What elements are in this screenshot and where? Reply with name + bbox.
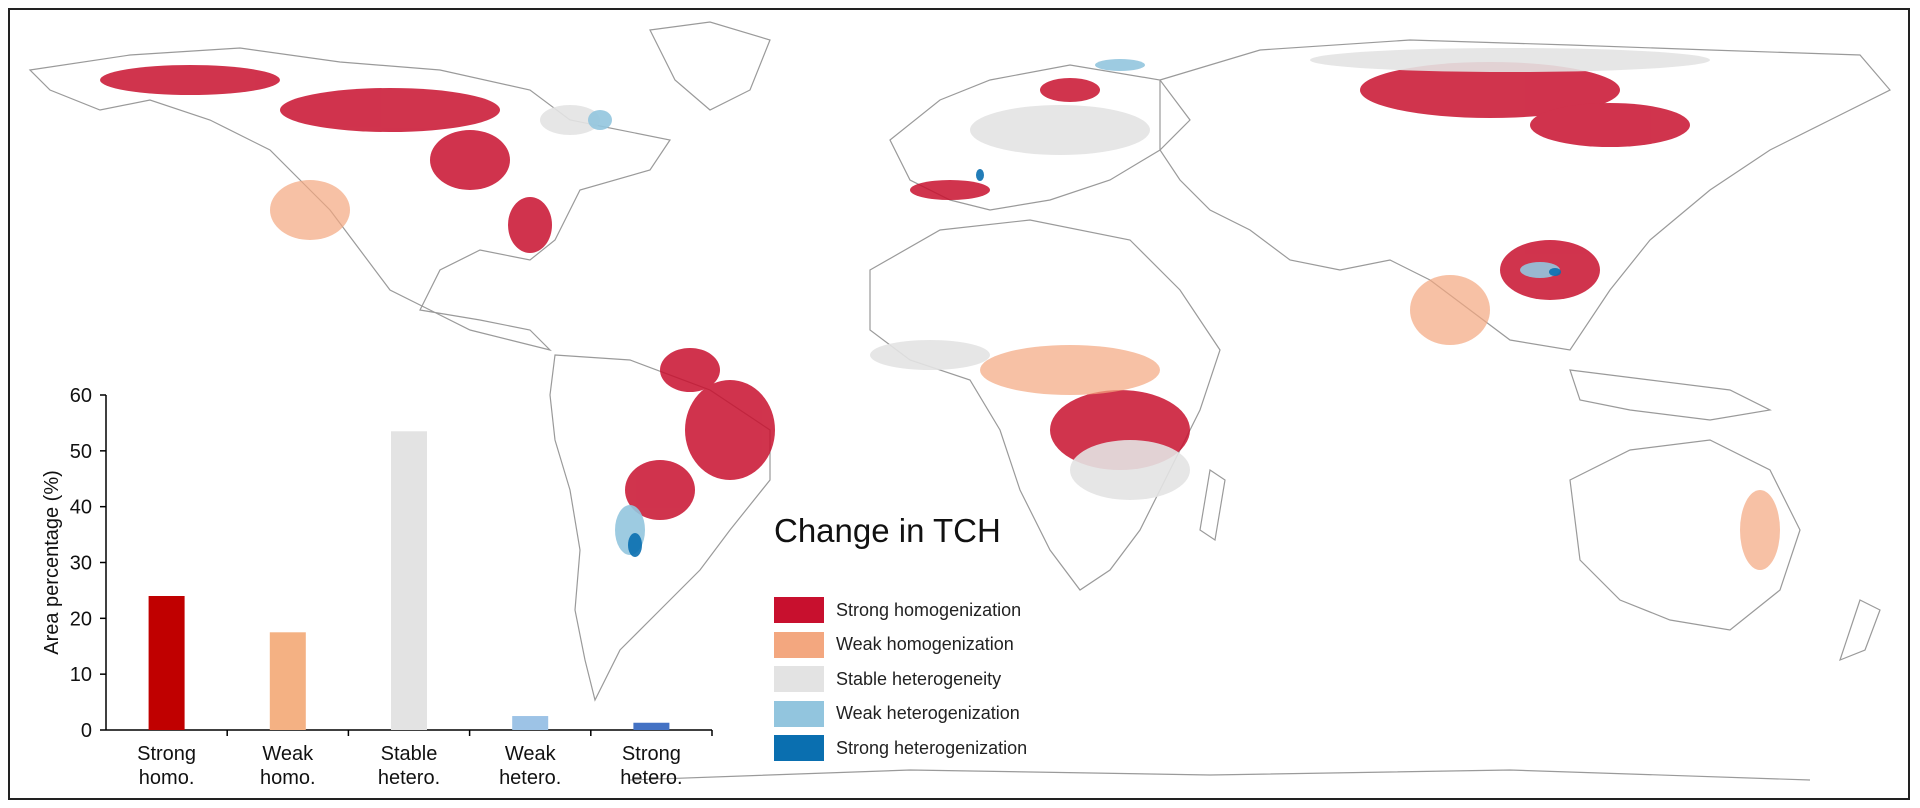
africa-outline	[869, 219, 1221, 591]
antarctica-outline	[629, 769, 1811, 781]
legend-label: Strong heterogenization	[836, 737, 1028, 758]
bar	[512, 716, 549, 730]
australia-outline	[1569, 439, 1801, 631]
greenland-outline	[649, 21, 771, 111]
legend-swatch	[774, 597, 824, 623]
legend-swatch	[774, 631, 824, 658]
madagascar-outline	[1199, 468, 1226, 542]
figure-frame: 0 10 20 30 40 50 60 Area percentage (%) Strong ho…	[8, 8, 1910, 800]
legend-label: Strong homogenization	[836, 599, 1022, 620]
y-tick-label: 0	[81, 720, 92, 742]
indonesia-outline	[1569, 369, 1772, 421]
legend-label: Stable heterogeneity	[836, 668, 1002, 689]
y-tick-label: 40	[70, 497, 92, 519]
x-tick-label: Weak homo.	[260, 743, 316, 789]
bar	[148, 596, 185, 730]
legend-swatch	[774, 666, 824, 692]
legend-swatch	[774, 735, 824, 761]
x-tick-label: Weak hetero.	[499, 743, 561, 789]
y-tick-label: 30	[70, 553, 92, 575]
legend-label: Weak heterogenization	[836, 703, 1020, 723]
stable-heterogeneity-patches	[540, 48, 1710, 500]
legend-label: Weak homogenization	[836, 634, 1014, 654]
weak-homogenization-patches	[270, 180, 1780, 570]
strong-heterogenization-patches	[628, 169, 1561, 557]
area-percentage-chart: 0 10 20 30 40 50 60 Area percentage (%) Strong ho…	[41, 385, 713, 789]
y-axis-label: Area percentage (%)	[41, 470, 63, 655]
x-tick-label: Stable hetero.	[378, 743, 440, 789]
y-tick-label: 10	[70, 664, 92, 686]
bar	[269, 632, 306, 730]
new-zealand-outline	[1839, 599, 1881, 662]
bar	[391, 431, 427, 730]
legend-item: Weak homogenization	[774, 631, 1014, 658]
legend-item: Stable heterogeneity	[774, 666, 1001, 692]
y-tick-label: 50	[70, 441, 92, 463]
legend-item: Weak heterogenization	[774, 700, 1020, 727]
strong-homogenization-patches	[100, 62, 1690, 520]
world-map: 0 10 20 30 40 50 60 Area percentage (%) Strong ho…	[28, 21, 1891, 789]
legend-swatch	[774, 700, 824, 727]
x-tick-label: Strong hetero.	[620, 743, 682, 789]
legend-title: Change in TCH	[774, 512, 1001, 549]
change-patches	[100, 48, 1780, 570]
legend-item: Strong heterogenization	[774, 735, 1027, 761]
y-tick-label: 20	[70, 608, 92, 630]
legend-item: Strong homogenization	[774, 597, 1021, 623]
asia-outline	[1159, 39, 1891, 351]
north-america-outline	[28, 47, 671, 352]
bar	[633, 722, 670, 730]
x-tick-label: Strong homo.	[137, 743, 196, 789]
y-tick-label: 60	[70, 385, 92, 407]
